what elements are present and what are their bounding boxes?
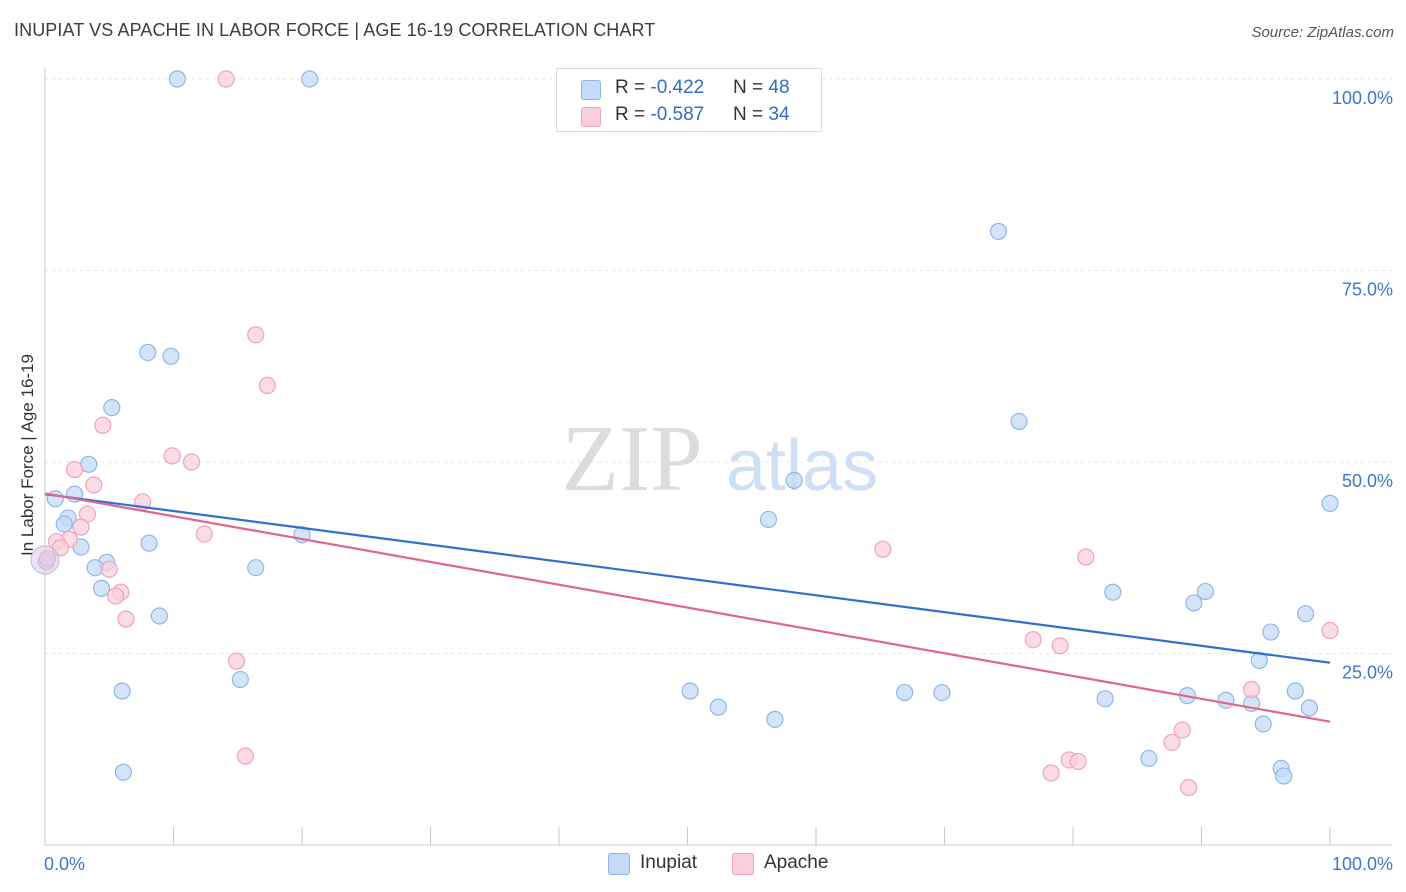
watermark-atlas: atlas <box>726 426 878 506</box>
apache-point <box>163 447 181 465</box>
inupiat-point <box>759 510 778 529</box>
inupiat-point <box>103 399 121 417</box>
source-credit: Source: ZipAtlas.com <box>1251 24 1394 41</box>
inupiat-point <box>114 763 132 781</box>
apache-point <box>117 610 135 628</box>
apache-point <box>874 540 892 558</box>
inupiat-point <box>168 70 186 88</box>
apache-point <box>1321 621 1339 640</box>
apache-point <box>1173 721 1191 739</box>
inupiat-point <box>1096 690 1114 708</box>
apache-legend-label: Apache <box>764 852 829 873</box>
inupiat-point <box>301 70 319 88</box>
inupiat-legend-label: Inupiat <box>640 852 698 873</box>
inupiat-trend-line <box>44 493 1331 664</box>
inupiat-point <box>766 710 784 728</box>
inupiat-point <box>709 698 727 716</box>
legend-n-label: N = <box>733 77 769 98</box>
correlation-legend: R = -0.422 N = 48 R = -0.587 N = 34 <box>556 68 822 132</box>
apache-legend-swatch <box>732 853 754 875</box>
legend-r-value: -0.422 <box>650 77 705 98</box>
inupiat-point <box>247 559 265 577</box>
apache-point <box>65 461 84 479</box>
inupiat-point <box>1217 691 1235 709</box>
inupiat-point <box>86 559 104 577</box>
inupiat-point <box>1104 583 1122 601</box>
apache-point <box>236 747 255 765</box>
apache-point <box>1243 680 1261 699</box>
inupiat-point <box>1140 749 1158 768</box>
apache-point <box>72 518 90 536</box>
legend-r-label: R = <box>615 104 651 125</box>
watermark-zip: ZIP <box>562 407 703 511</box>
inupiat-point <box>1275 767 1293 785</box>
inupiat-point <box>1262 623 1280 641</box>
y-tick-label: 50.0% <box>1342 471 1393 491</box>
y-tick-label: 75.0% <box>1342 280 1393 300</box>
inupiat-point <box>1321 494 1339 512</box>
x-tick-label: 100.0% <box>1332 854 1393 874</box>
inupiat-legend-swatch <box>608 853 630 875</box>
trend-lines <box>44 492 1331 723</box>
apache-point <box>1180 778 1198 797</box>
apache-point <box>107 587 125 605</box>
x-tick-label: 0.0% <box>44 854 85 874</box>
inupiat-point <box>231 670 249 689</box>
inupiat-point <box>139 343 157 362</box>
apache-point <box>100 560 118 578</box>
inupiat-point <box>1296 605 1315 623</box>
inupiat-point <box>896 683 914 702</box>
apache-point <box>227 652 246 670</box>
inupiat-point <box>140 534 158 552</box>
chart-title: INUPIAT VS APACHE IN LABOR FORCE | AGE 1… <box>14 20 656 40</box>
y-tick-label: 100.0% <box>1332 88 1393 108</box>
inupiat-point <box>1300 699 1319 717</box>
legend-r-label: R = <box>615 77 651 98</box>
inupiat-point <box>1286 682 1304 700</box>
inupiat-point <box>162 347 180 365</box>
apache-point <box>182 453 201 471</box>
axes <box>44 68 1392 846</box>
inupiat-point <box>92 579 111 597</box>
apache-point <box>1024 631 1042 649</box>
inupiat-point <box>1196 582 1214 601</box>
apache-point <box>1163 733 1181 751</box>
legend-n-value: 48 <box>768 77 790 98</box>
apache-point <box>85 476 103 494</box>
apache-point <box>1042 764 1060 782</box>
inupiat-point <box>1010 412 1028 431</box>
inupiat-point <box>785 471 803 489</box>
legend-r-value: -0.587 <box>650 104 705 125</box>
inupiat-point <box>989 222 1008 241</box>
legend-n-label: N = <box>733 104 769 125</box>
data-points <box>30 70 1339 797</box>
apache-point <box>1069 752 1087 771</box>
watermark: ZIP atlas <box>562 407 879 511</box>
inupiat-point <box>933 683 951 702</box>
apache-trend-line <box>44 492 1331 723</box>
apache-swatch <box>581 107 601 127</box>
inupiat-point <box>55 515 73 533</box>
apache-point <box>195 525 213 543</box>
legend-n-value: 34 <box>768 104 790 125</box>
inupiat-point <box>150 607 168 625</box>
apache-point <box>1077 548 1095 566</box>
inupiat-point <box>1254 715 1272 733</box>
apache-point <box>1051 637 1069 655</box>
apache-point <box>247 326 265 344</box>
overlap-point <box>30 545 60 575</box>
apache-point <box>94 416 112 434</box>
apache-point <box>217 70 235 88</box>
inupiat-point <box>1185 594 1203 612</box>
tick-labels: 25.0% 50.0% 75.0% 100.0% 0.0% 100.0% <box>44 88 1393 874</box>
grid-lines <box>45 78 1392 654</box>
inupiat-point <box>113 682 131 700</box>
inupiat-point <box>681 682 699 700</box>
inupiat-swatch <box>581 80 601 100</box>
y-tick-label: 25.0% <box>1342 663 1393 683</box>
apache-point <box>258 376 276 394</box>
